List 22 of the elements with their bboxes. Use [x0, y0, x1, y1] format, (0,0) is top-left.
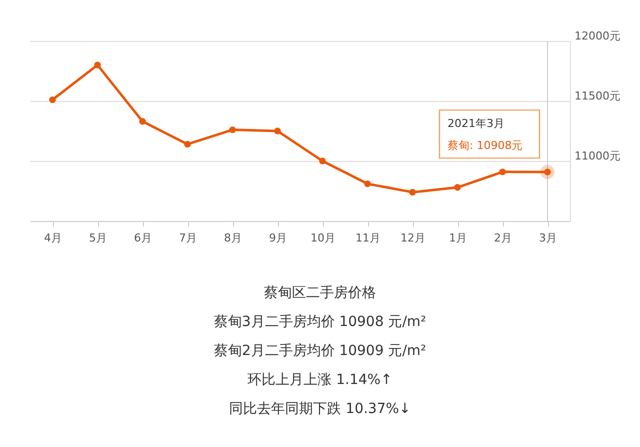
- x-tick-label: 4月: [44, 232, 62, 244]
- x-tick-label: 2月: [494, 232, 512, 244]
- y-tick-label: 11500元: [574, 90, 620, 102]
- x-tick-label: 12月: [400, 232, 426, 244]
- y-tick-label: 11000元: [574, 150, 620, 162]
- x-tick-label: 7月: [179, 232, 197, 244]
- x-tick-label: 9月: [269, 232, 287, 244]
- text: 环比上月上涨 1.14%↑: [248, 372, 392, 388]
- x-tick-label: 10月: [310, 232, 336, 244]
- y-tick-label: 12000元: [574, 30, 620, 42]
- text: 蔡甸区二手房价格: [264, 285, 376, 301]
- x-tick-label: 5月: [89, 232, 107, 244]
- x-tick-label: 3月: [539, 232, 557, 244]
- annotation: 2021年3月: [448, 117, 504, 130]
- x-tick-label: 1月: [449, 232, 467, 244]
- x-tick-label: 6月: [134, 232, 152, 244]
- annotation: 蔡甸: 10908元: [448, 139, 523, 152]
- text: 蔡甸2月二手房均价 10909 元/m²: [214, 343, 426, 359]
- x-tick-label: 8月: [224, 232, 242, 244]
- text: 同比去年同期下跌 10.37%↓: [229, 401, 411, 417]
- text: 蔡甸3月二手房均价 10908 元/m²: [214, 314, 426, 330]
- x-tick-label: 11月: [356, 232, 380, 244]
